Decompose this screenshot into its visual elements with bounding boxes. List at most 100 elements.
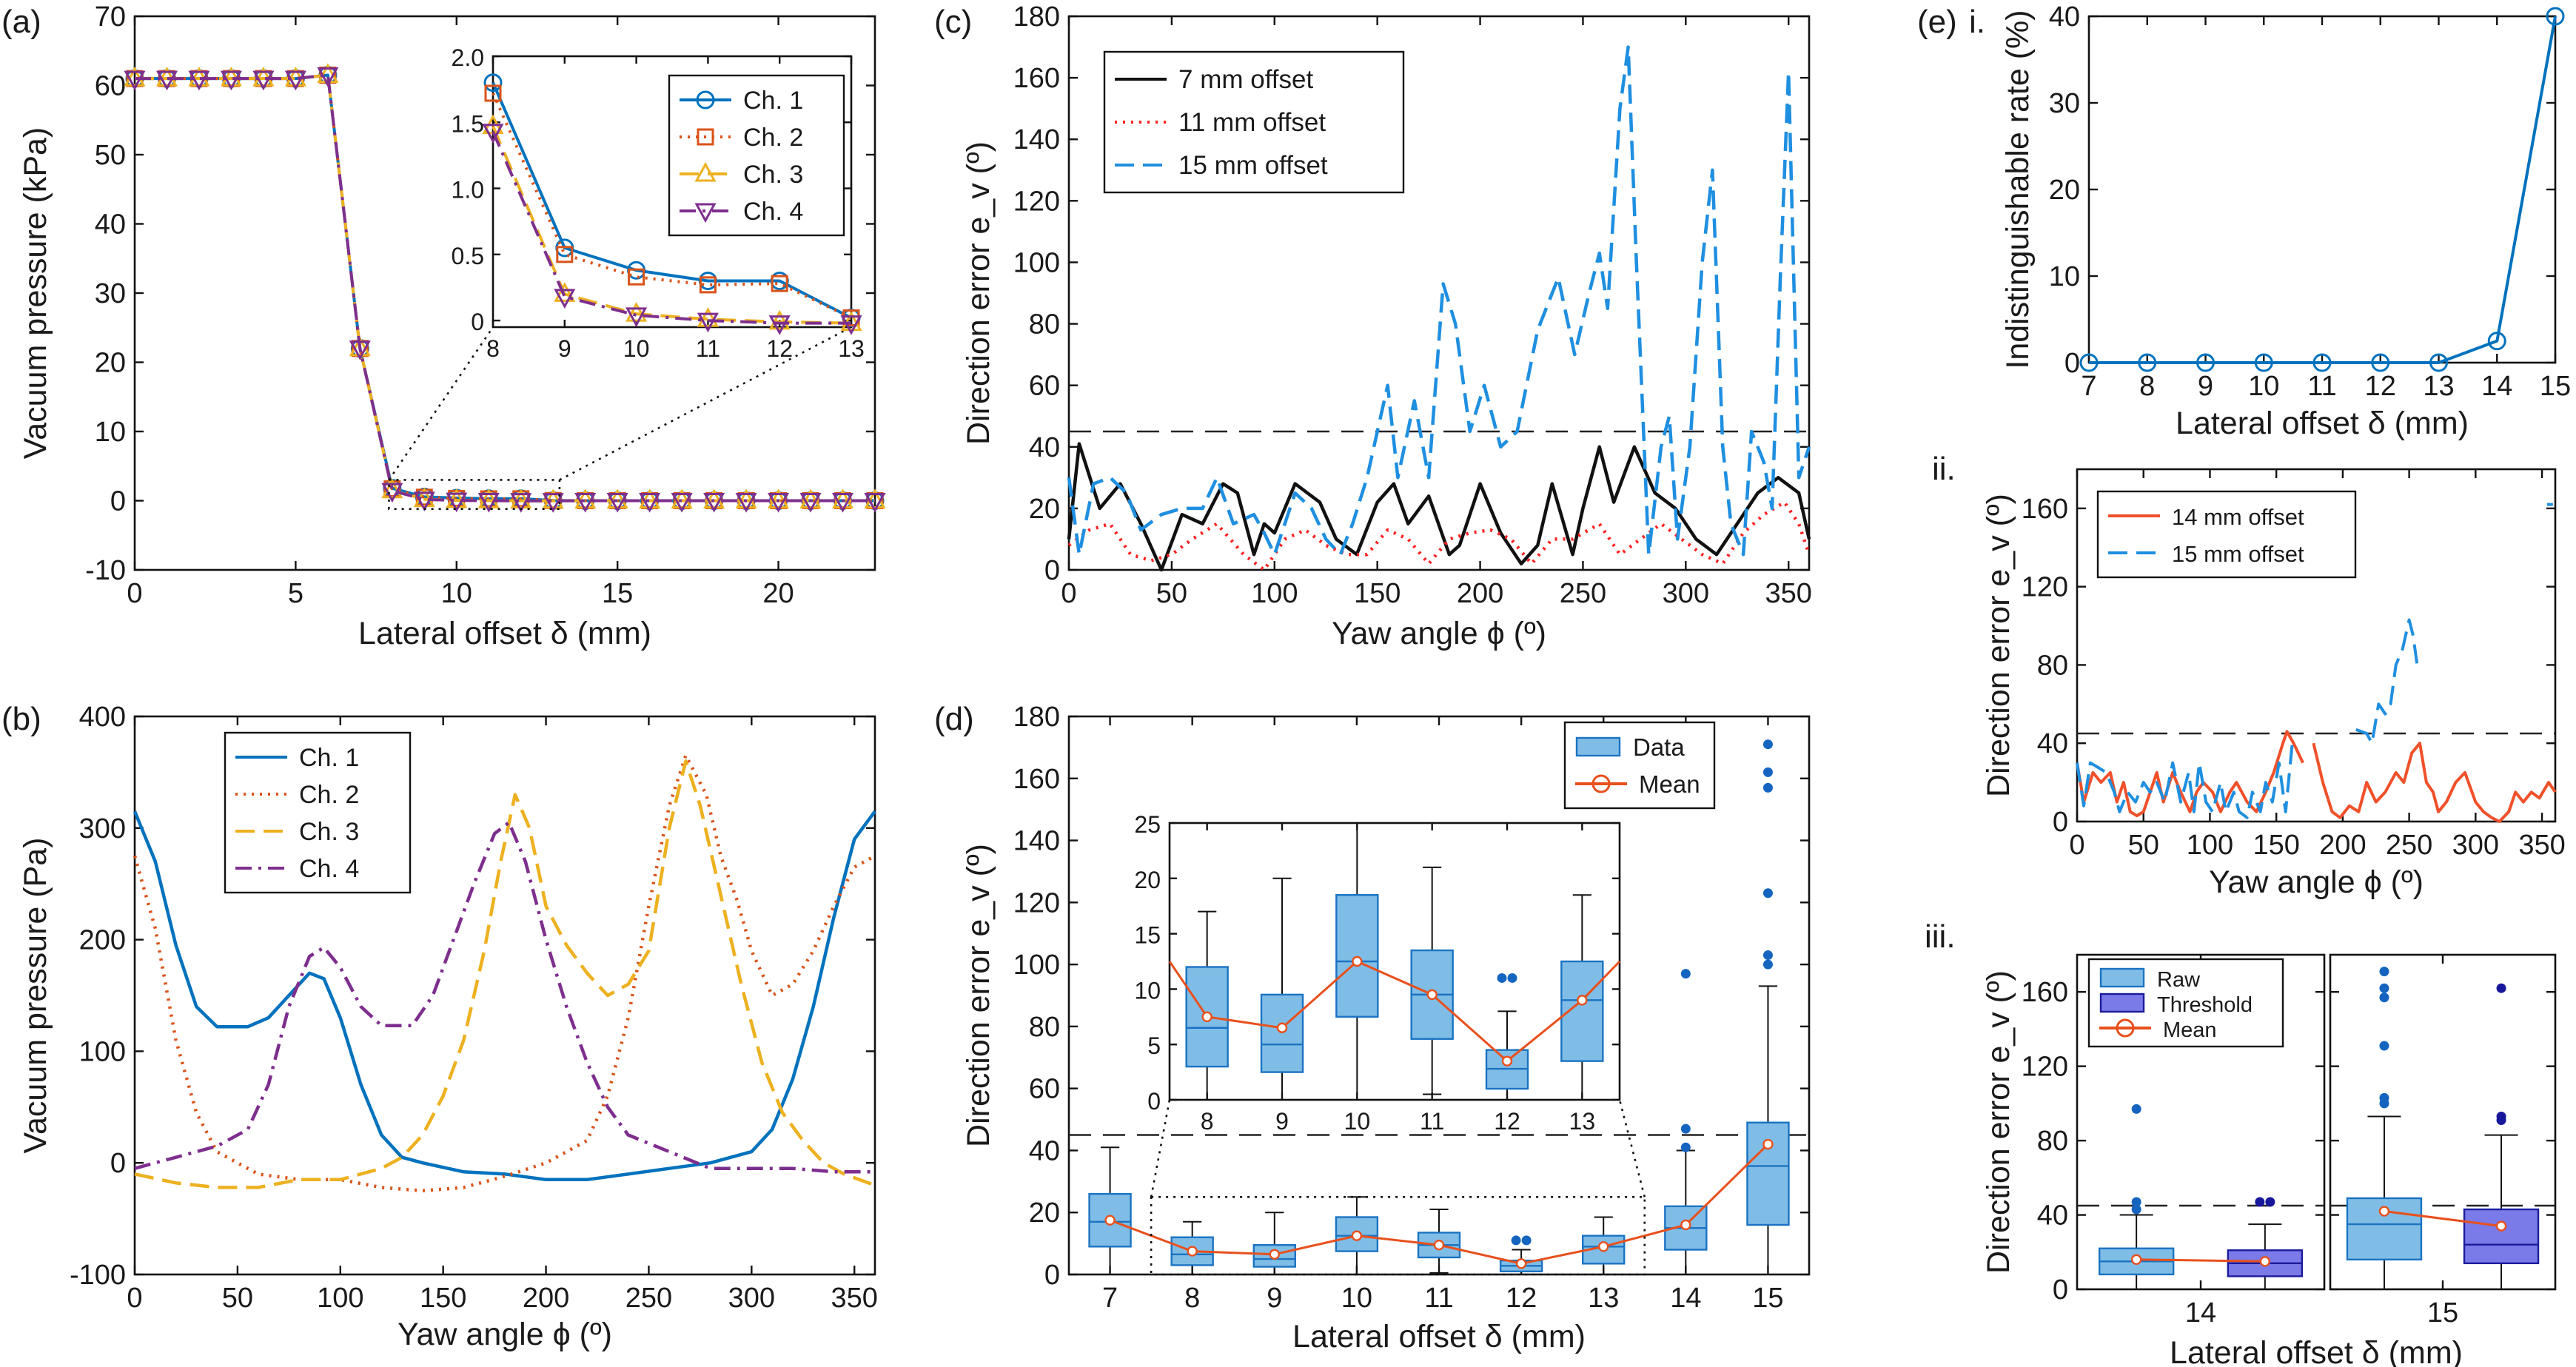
e1-ytick-label: 40 xyxy=(2049,1,2080,33)
c-ytick-label: 40 xyxy=(1029,432,1060,463)
e3-legend-label: Threshold xyxy=(2157,993,2253,1017)
a-inset-marker-ch4 xyxy=(554,289,576,309)
d-cat-15-outlier xyxy=(1762,782,1773,793)
a-zoom-rect xyxy=(388,479,561,511)
e3-pane-0-ytick-label: 160 xyxy=(2022,977,2068,1008)
d-xtick-label: 7 xyxy=(1102,1283,1118,1314)
d-mean-marker xyxy=(1598,1241,1609,1252)
d-mean-marker xyxy=(1680,1219,1691,1231)
a-ytick-label: 40 xyxy=(95,209,126,241)
a-inset-xtick-label: 12 xyxy=(766,335,793,362)
e2-frame xyxy=(2076,468,2557,823)
d-legend-swatch xyxy=(1575,736,1621,757)
a-inset-marker-ch2 xyxy=(484,84,502,102)
d-inset-ytick-label: 0 xyxy=(1147,1088,1161,1115)
a-inset-marker-ch3 xyxy=(625,302,648,322)
d-legend-marker xyxy=(1591,774,1611,793)
c-xtick-label: 350 xyxy=(1765,578,1812,609)
a-ytick-label: 10 xyxy=(95,417,126,448)
e3-mean-marker xyxy=(2378,1206,2390,1217)
a-marker-ch4 xyxy=(381,483,403,503)
c-xtick-label: 250 xyxy=(1560,578,1606,609)
panel-label-e-iii: iii. xyxy=(1925,918,1956,955)
c-xtick-label: 0 xyxy=(1061,578,1076,609)
d-legend-box xyxy=(1563,721,1716,810)
e1-marker xyxy=(2254,353,2273,372)
e2-ytick-label: 120 xyxy=(2022,572,2068,603)
a-inset-marker-ch1 xyxy=(483,73,503,93)
e3-15-Threshold-outlier xyxy=(2496,1111,2506,1121)
b-legend-label: Ch. 1 xyxy=(299,744,359,772)
panel-c-chart: 0 50 100 150 200 250 300 350 0 20 40 60 80 100 120 140 1… xyxy=(961,1,1812,651)
a-marker-ch3 xyxy=(831,488,854,508)
c-xtick-label: 50 xyxy=(1156,578,1187,609)
a-marker-ch4 xyxy=(349,340,371,360)
a-marker-ch3 xyxy=(799,488,822,508)
a-legend-label: Ch. 2 xyxy=(743,124,803,152)
e2-series-seg-0 xyxy=(2312,742,2557,823)
e3-15-Raw-outlier xyxy=(2379,1041,2389,1051)
a-marker-ch4 xyxy=(703,493,725,513)
c-series-line-2 xyxy=(1067,45,1811,557)
a-marker-ch3 xyxy=(606,488,628,508)
c-legend-box xyxy=(1103,50,1405,194)
e1-xtick-label: 15 xyxy=(2540,371,2571,402)
e2-series-seg-1 xyxy=(2355,618,2419,745)
a-marker-ch3 xyxy=(510,488,532,509)
panel-label-e-ii: ii. xyxy=(1932,451,1956,487)
e1-marker xyxy=(2371,353,2390,372)
d-inset-cat-9-box xyxy=(1260,993,1304,1073)
e2-legend-label: 15 mm offset xyxy=(2172,541,2304,567)
e3-pane-0-ytick-label: 0 xyxy=(2053,1274,2068,1306)
e3-15-Threshold-outlier xyxy=(2496,983,2506,993)
d-inset-xtick-label: 11 xyxy=(1420,1108,1444,1135)
d-inset-mean-marker xyxy=(1577,995,1588,1006)
a-ytick-label: 30 xyxy=(95,278,126,309)
e3-legend-label: Mean xyxy=(2163,1018,2217,1042)
d-cat-12-outlier xyxy=(1511,1235,1521,1246)
e2-ytick-label: 40 xyxy=(2037,728,2068,759)
a-xtick-label: 20 xyxy=(762,578,794,609)
a-marker-ch3 xyxy=(768,488,790,508)
b-legend-label: Ch. 4 xyxy=(299,855,359,883)
b-xtick-label: 0 xyxy=(127,1283,142,1314)
e3-15-Raw-outlier xyxy=(2379,983,2389,993)
a-legend-label: Ch. 1 xyxy=(743,87,803,115)
b-ytick-label: -100 xyxy=(70,1260,126,1291)
e1-marker xyxy=(2429,353,2448,372)
d-ytick-label: 80 xyxy=(1029,1012,1060,1043)
c-ytick-label: 140 xyxy=(1013,124,1060,155)
a-legend-marker xyxy=(696,90,715,110)
a-inset-marker-ch4 xyxy=(840,315,862,335)
e3-pane-0-ytick-label: 80 xyxy=(2037,1126,2068,1157)
e1-ytick-label: 20 xyxy=(2049,175,2080,206)
a-marker-ch4 xyxy=(639,493,661,513)
e1-series-line xyxy=(2089,16,2557,364)
e1-ytick-label: 0 xyxy=(2065,348,2080,379)
a-marker-ch3 xyxy=(574,488,597,508)
e1-xtick-label: 11 xyxy=(2307,371,2336,402)
d-zoom-rect xyxy=(1150,1195,1646,1276)
d-xtick-label: 13 xyxy=(1588,1283,1619,1314)
a-ytick-label: -10 xyxy=(85,555,126,586)
a-xtick-label: 15 xyxy=(602,578,633,609)
a-inset-frame xyxy=(492,55,853,329)
panel-e-ii-chart: 0 50 100 150 200 250 300 350 0 40 80 120 160 Yaw angl… xyxy=(1981,468,2566,900)
a-marker-ch4 xyxy=(735,493,757,513)
c-ylabel: Direction error e_v (º) xyxy=(961,141,996,445)
b-ytick-label: 100 xyxy=(79,1036,126,1067)
d-inset-xtick-label: 9 xyxy=(1275,1108,1289,1135)
a-inset-marker-ch2 xyxy=(771,275,788,292)
a-inset-ytick-label: 0 xyxy=(471,309,484,335)
a-zoom-connector xyxy=(388,326,494,481)
d-cat-15-outlier xyxy=(1762,888,1773,899)
e2-ytick-label: 160 xyxy=(2022,494,2068,525)
e1-marker xyxy=(2487,332,2506,351)
e2-series-seg-0 xyxy=(2076,730,2304,818)
a-legend-label: Ch. 4 xyxy=(743,198,803,226)
a-marker-ch4 xyxy=(252,70,275,91)
e1-marker xyxy=(2546,7,2565,26)
a-inset-ytick-label: 1.5 xyxy=(452,110,484,137)
d-inset-ytick-label: 5 xyxy=(1147,1032,1161,1059)
e2-xtick-label: 50 xyxy=(2128,830,2159,861)
